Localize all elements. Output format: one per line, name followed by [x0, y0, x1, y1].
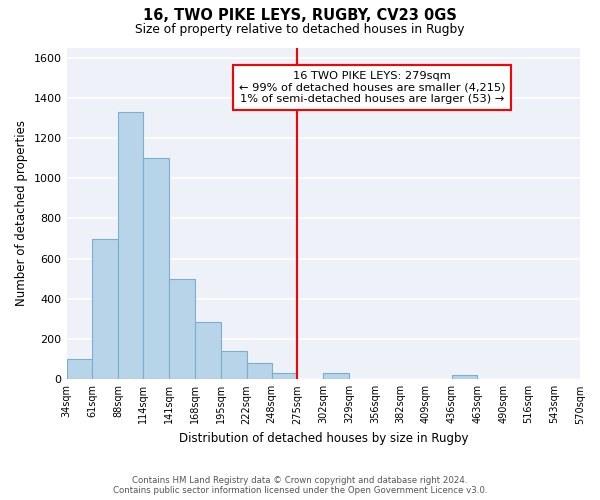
- Text: 16 TWO PIKE LEYS: 279sqm
← 99% of detached houses are smaller (4,215)
1% of semi: 16 TWO PIKE LEYS: 279sqm ← 99% of detach…: [239, 70, 505, 104]
- Text: Contains HM Land Registry data © Crown copyright and database right 2024.
Contai: Contains HM Land Registry data © Crown c…: [113, 476, 487, 495]
- X-axis label: Distribution of detached houses by size in Rugby: Distribution of detached houses by size …: [179, 432, 468, 445]
- Bar: [323, 374, 349, 380]
- Text: Size of property relative to detached houses in Rugby: Size of property relative to detached ho…: [135, 22, 465, 36]
- Text: 16, TWO PIKE LEYS, RUGBY, CV23 0GS: 16, TWO PIKE LEYS, RUGBY, CV23 0GS: [143, 8, 457, 22]
- Bar: [272, 374, 298, 380]
- Bar: [247, 363, 272, 380]
- Bar: [143, 158, 169, 380]
- Bar: [221, 351, 247, 380]
- Bar: [67, 359, 92, 380]
- Bar: [452, 376, 478, 380]
- Bar: [118, 112, 143, 380]
- Bar: [195, 322, 221, 380]
- Bar: [169, 279, 195, 380]
- Bar: [92, 238, 118, 380]
- Y-axis label: Number of detached properties: Number of detached properties: [15, 120, 28, 306]
